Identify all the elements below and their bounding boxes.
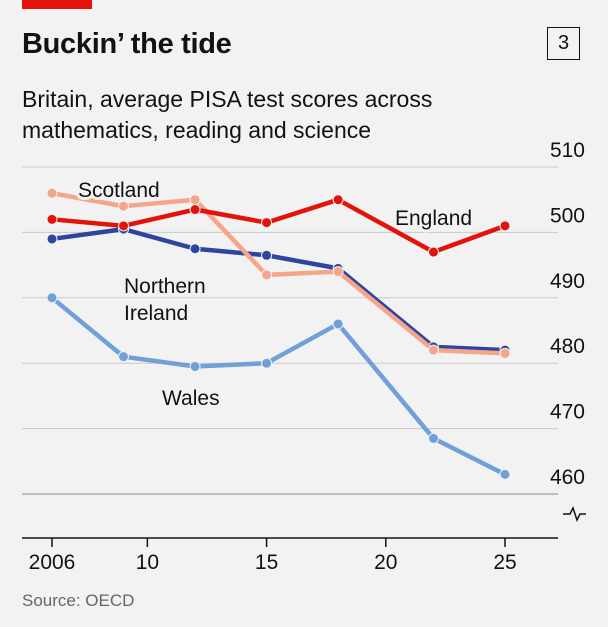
point-england [261,217,273,229]
series-label-scotland: Scotland [78,179,160,202]
point-wales [261,357,273,369]
series-label-halo: Ireland [124,302,188,325]
point-northern-ireland [261,249,273,261]
gridlines [22,166,558,495]
point-wales [499,468,511,480]
point-england [46,213,58,225]
point-england [118,220,130,232]
point-northern-ireland [46,233,58,245]
y-tick-label: 460 [550,466,585,489]
series-label-northern-ireland: Northern [124,275,206,298]
series-label-halo: Wales [162,387,220,410]
source-note: Source: OECD [22,591,135,610]
point-wales [118,351,130,363]
point-northern-ireland [189,243,201,255]
point-england [499,220,511,232]
series-label-england: England [395,207,472,230]
point-scotland [118,200,130,212]
x-tick-label: 25 [493,551,516,574]
y-tick-label: 500 [550,204,585,227]
accent-bar [22,0,92,9]
chart-title: Buckin’ the tide [22,28,232,60]
point-scotland [499,347,511,359]
y-tick-label: 470 [550,401,585,424]
y-tick-label: 480 [550,335,585,358]
series-label-northern-ireland: Ireland [124,302,188,325]
point-scotland [332,266,344,278]
point-england [427,246,439,258]
series-label-halo: Northern [124,275,206,298]
x-tick-label: 2006 [29,551,76,574]
axes: 460 470 480 490 500 510 2006 10 15 20 25 [22,139,586,574]
point-wales [46,292,58,304]
chart-subtitle: Britain, average PISA test scores across… [22,86,433,143]
y-tick-label: 510 [550,139,585,162]
x-tick-label: 15 [255,551,278,574]
line-northern-ireland [49,226,508,353]
y-tick-label: 490 [550,270,585,293]
series-label-halo: Scotland [78,179,160,202]
series-labels: EnglandEnglandScotlandScotlandNorthernNo… [75,176,475,413]
point-scotland [46,187,58,199]
series-lines [46,187,511,480]
line-wales [49,295,508,477]
point-scotland [261,269,273,281]
point-scotland [189,194,201,206]
x-tick-label: 10 [136,551,159,574]
x-tick-label: 20 [374,551,397,574]
point-wales [189,360,201,372]
point-england [332,194,344,206]
point-scotland [427,344,439,356]
series-label-wales: Wales [162,387,220,410]
chart-number-badge: 3 [547,27,580,60]
series-label-halo: England [395,207,472,230]
point-wales [427,432,439,444]
point-wales [332,318,344,330]
axis-break-icon [563,506,586,522]
point-england [189,204,201,216]
